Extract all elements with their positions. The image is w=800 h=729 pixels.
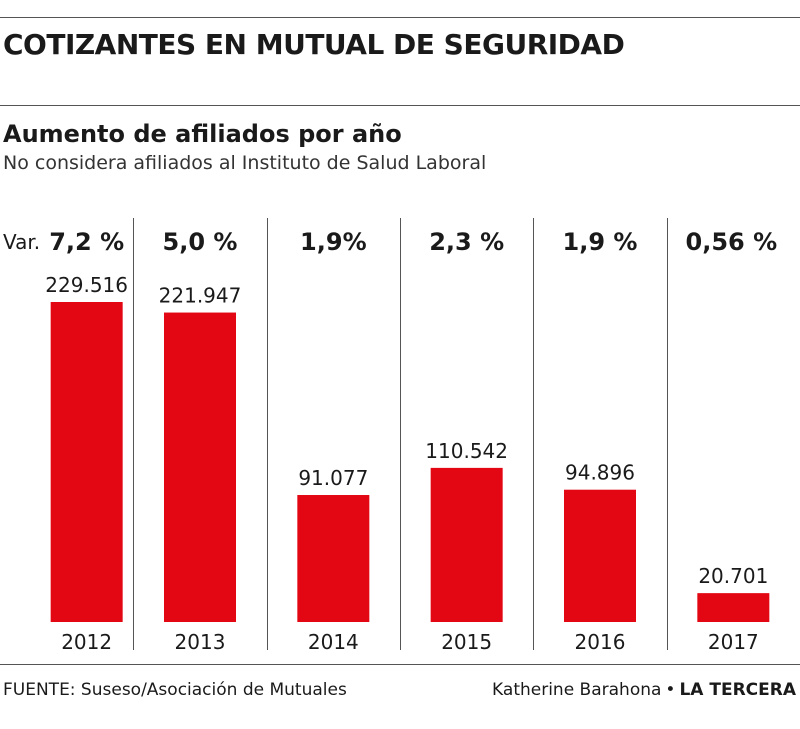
- category-label-2015: 2015: [441, 630, 492, 654]
- chart-subtitle: Aumento de afiliados por año: [3, 120, 402, 148]
- category-label-2017: 2017: [708, 630, 759, 654]
- value-label-2012: 229.516: [45, 273, 128, 297]
- top-rule: [0, 17, 800, 18]
- bar-2016: [564, 489, 636, 622]
- chart-note: No considera afiliados al Instituto de S…: [3, 152, 487, 174]
- variation-label-2013: 5,0 %: [163, 228, 238, 256]
- value-label-2015: 110.542: [425, 439, 508, 463]
- bar-2014: [297, 495, 370, 622]
- bar-2012: [50, 302, 123, 622]
- title-rule: [0, 105, 800, 106]
- value-label-2014: 91.077: [298, 466, 368, 490]
- bar-2015: [430, 467, 503, 622]
- value-label-2013: 221.947: [159, 284, 242, 308]
- footer-rule: [0, 664, 800, 665]
- chart-title: COTIZANTES EN MUTUAL DE SEGURIDAD: [3, 28, 625, 61]
- value-label-2017: 20.701: [698, 564, 768, 588]
- variation-label-2012: 7,2 %: [49, 228, 124, 256]
- source-credit: FUENTE: Suseso/Asociación de Mutuales: [3, 680, 347, 700]
- variation-label-2016: 1,9 %: [563, 228, 638, 256]
- bar-2017: [697, 593, 770, 622]
- credit-bullet: •: [665, 680, 676, 700]
- author-credit: Katherine Barahona • LA TERCERA: [492, 680, 796, 700]
- bar-2013: [164, 312, 236, 622]
- variation-label-2015: 2,3 %: [429, 228, 504, 256]
- variation-label-2017: 0,56 %: [686, 228, 778, 256]
- author-name: Katherine Barahona: [492, 680, 662, 700]
- category-label-2012: 2012: [61, 630, 112, 654]
- variation-prefix: Var.: [3, 230, 40, 254]
- category-label-2016: 2016: [575, 630, 626, 654]
- category-label-2013: 2013: [175, 630, 226, 654]
- category-label-2014: 2014: [308, 630, 359, 654]
- variation-label-2014: 1,9%: [300, 228, 367, 256]
- publication-name: LA TERCERA: [679, 680, 796, 700]
- value-label-2016: 94.896: [565, 461, 635, 485]
